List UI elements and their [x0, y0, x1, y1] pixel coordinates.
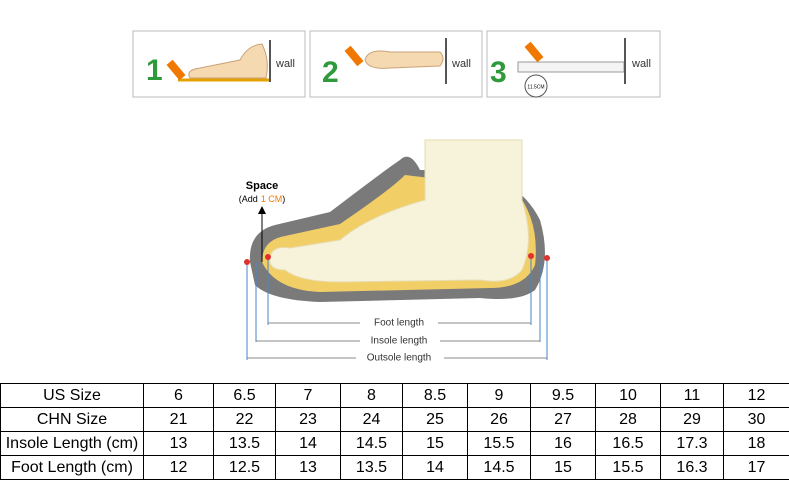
- space-title: Space: [246, 180, 278, 192]
- space-note-before: (Add: [239, 194, 258, 204]
- step-1: 1 wall: [132, 30, 306, 98]
- table-cell: 14: [402, 455, 468, 480]
- step-number: 1: [146, 54, 163, 87]
- table-cell: 14.5: [467, 455, 531, 480]
- table-row: Insole Length (cm) 13 13.5 14 14.5 15 15.5 16 16…: [0, 431, 789, 456]
- step-number: 3: [490, 56, 507, 89]
- table-cell: 16.3: [660, 455, 724, 480]
- foot: [188, 43, 268, 79]
- row-header: Foot Length (cm): [0, 455, 144, 480]
- table-cell: 15: [402, 431, 468, 456]
- table-cell: 7: [275, 383, 341, 408]
- pencil: [344, 45, 364, 67]
- table-cell: 17: [723, 455, 789, 480]
- table-row: US Size 6 6.5 7 8 8.5 9 9.5 10 11 12: [0, 383, 789, 408]
- step-3: 3 11.5CM wall: [486, 30, 661, 98]
- step-number: 2: [322, 56, 339, 89]
- row-header: CHN Size: [0, 407, 144, 432]
- table-cell: 18: [723, 431, 789, 456]
- table-row: Foot Length (cm) 12 12.5 13 13.5 14 14.5 15 15.5…: [0, 455, 789, 480]
- label-bg: [356, 351, 444, 365]
- foot: [269, 139, 529, 283]
- table-cell: 15: [530, 455, 596, 480]
- shoe-diagram: Foot length Insole length Outsole length…: [239, 139, 550, 365]
- table-cell: 26: [467, 407, 531, 432]
- marker: [265, 254, 271, 260]
- table-cell: 24: [340, 407, 403, 432]
- illustration: 1 wall 2 wall 3 11.5CM wall: [132, 30, 661, 365]
- foot: [364, 50, 444, 69]
- table-cell: 21: [143, 407, 214, 432]
- space-note-after: ): [282, 194, 285, 204]
- table-cell: 15.5: [595, 455, 661, 480]
- table-cell: 6: [143, 383, 214, 408]
- wall-label: wall: [631, 58, 651, 70]
- table-cell: 13.5: [213, 431, 276, 456]
- marker: [244, 259, 250, 265]
- label-bg: [360, 334, 440, 348]
- table-cell: 12: [143, 455, 214, 480]
- size-table: US Size 6 6.5 7 8 8.5 9 9.5 10 11 12 CHN Size 21 22 23…: [0, 383, 789, 480]
- table-cell: 13: [275, 455, 341, 480]
- pencil: [166, 59, 186, 81]
- table-body: US Size 6 6.5 7 8 8.5 9 9.5 10 11 12 CHN Size 21 22 23…: [0, 383, 789, 480]
- insole-length-label: Insole length: [371, 336, 428, 347]
- table-cell: 10: [595, 383, 661, 408]
- table-cell: 22: [213, 407, 276, 432]
- row-header: Insole Length (cm): [0, 431, 144, 456]
- table-cell: 17.3: [660, 431, 724, 456]
- table-cell: 28: [595, 407, 661, 432]
- table-cell: 9.5: [530, 383, 596, 408]
- table-cell: 12: [723, 383, 789, 408]
- table-cell: 6.5: [213, 383, 276, 408]
- reading: 11.5CM: [527, 84, 544, 90]
- ruler: [517, 61, 625, 73]
- table-cell: 11: [660, 383, 724, 408]
- pencil: [524, 41, 544, 63]
- table-cell: 13: [143, 431, 214, 456]
- table-cell: 16: [530, 431, 596, 456]
- table-cell: 29: [660, 407, 724, 432]
- table-cell: 14.5: [340, 431, 403, 456]
- table-cell: 16.5: [595, 431, 661, 456]
- table-cell: 27: [530, 407, 596, 432]
- row-header: US Size: [0, 383, 144, 408]
- table-cell: 25: [402, 407, 468, 432]
- table-cell: 13.5: [340, 455, 403, 480]
- table-cell: 8.5: [402, 383, 468, 408]
- wall-label: wall: [451, 58, 471, 70]
- marker: [544, 255, 550, 261]
- space-note: (Add 1 CM): [239, 194, 286, 204]
- table-cell: 30: [723, 407, 789, 432]
- marker: [528, 253, 534, 259]
- table-cell: 15.5: [467, 431, 531, 456]
- table-cell: 23: [275, 407, 341, 432]
- table-row: CHN Size 21 22 23 24 25 26 27 28 29 30: [0, 407, 789, 432]
- foot-length-label: Foot length: [374, 318, 424, 329]
- arrow-head: [258, 206, 266, 214]
- step-2: 2 wall: [309, 30, 483, 98]
- space-note-highlight: 1 CM: [261, 194, 283, 204]
- outsole-length-label: Outsole length: [367, 353, 432, 364]
- magnifier: [524, 74, 548, 98]
- label-bg: [360, 316, 438, 330]
- wall-label: wall: [275, 58, 295, 70]
- table-cell: 9: [467, 383, 531, 408]
- table-cell: 8: [340, 383, 403, 408]
- table-cell: 12.5: [213, 455, 276, 480]
- table-cell: 14: [275, 431, 341, 456]
